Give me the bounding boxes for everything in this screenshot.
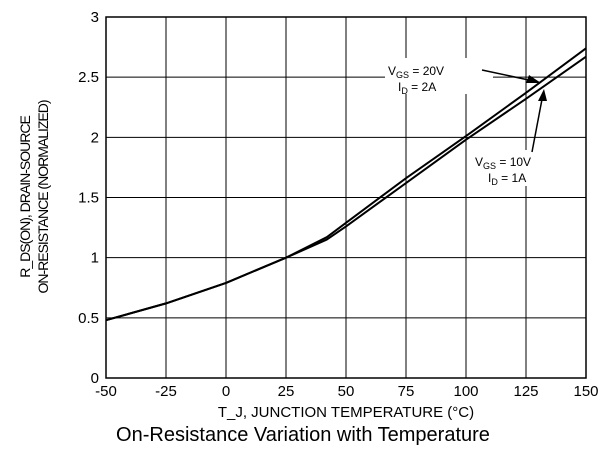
annotation-vgs-10v: VGS = 10V ID = 1A [468, 89, 566, 187]
y-axis-title-line2: ON-RESISTANCE (NORMALIZED) [35, 100, 51, 293]
y-tick-label: 1 [91, 250, 99, 267]
x-tick-label: 50 [338, 383, 355, 400]
annotation-20v-vgs: VGS = 20V [388, 64, 444, 80]
x-tick-label: -50 [95, 383, 117, 400]
chart-title: On-Resistance Variation with Temperature [116, 424, 490, 446]
grid [105, 16, 587, 379]
x-tick-label: -25 [155, 383, 177, 400]
x-tick-label: 150 [573, 383, 598, 400]
annotation-10v-background [468, 150, 566, 186]
x-tick-label: 0 [222, 383, 230, 400]
y-tick-label: 0 [91, 370, 99, 387]
plot-frame [105, 16, 587, 379]
y-axis-title-line1: R_DS(ON), DRAIN-SOURCE [17, 116, 33, 278]
series-lines [105, 47, 587, 322]
annotation-20v-arrowhead [526, 75, 541, 83]
x-tick-label: 125 [513, 383, 538, 400]
y-tick-label: 3 [91, 9, 99, 26]
y-tick-label: 2 [91, 129, 99, 146]
y-tick-label: 1.5 [78, 190, 99, 207]
annotation-10v-id: ID = 1A [488, 171, 526, 187]
x-tick-labels: -50 -25 0 25 50 75 100 125 150 [95, 383, 598, 400]
annotation-10v-arrowhead [538, 89, 547, 101]
annotation-vgs-20v: VGS = 20V ID = 2A [385, 58, 541, 96]
x-axis-title: T_J, JUNCTION TEMPERATURE (°C) [218, 404, 474, 421]
y-axis-title: R_DS(ON), DRAIN-SOURCE ON-RESISTANCE (NO… [17, 100, 51, 293]
annotation-20v-background [385, 58, 493, 94]
annotation-10v-vgs: VGS = 10V [475, 155, 531, 171]
y-tick-label: 0.5 [78, 310, 99, 327]
y-tick-labels: 0 0.5 1 1.5 2 2.5 3 [78, 9, 99, 387]
series-line-vgs-10v [105, 55, 587, 322]
annotation-20v-id: ID = 2A [398, 80, 436, 96]
annotation-10v-leader [531, 93, 544, 153]
x-tick-label: 100 [453, 383, 478, 400]
x-tick-label: 25 [278, 383, 295, 400]
x-tick-label: 75 [398, 383, 415, 400]
y-tick-label: 2.5 [78, 69, 99, 86]
